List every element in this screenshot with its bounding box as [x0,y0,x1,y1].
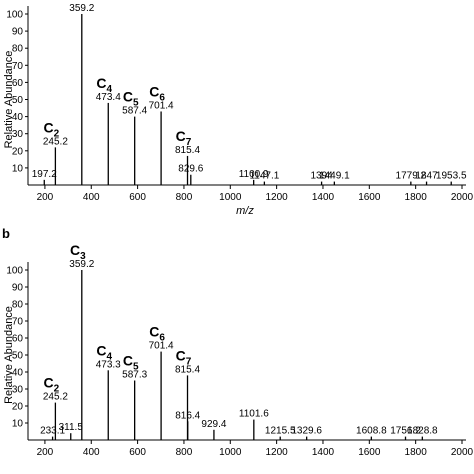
x-tick-label: 2000 [451,192,474,203]
peak-label: 245.2 [43,392,68,403]
ion-label: C3 [70,242,86,262]
y-tick-label: 60 [12,78,24,89]
x-tick-label: 800 [176,447,193,458]
y-tick-label: 60 [12,334,24,345]
x-tick-label: 1400 [312,192,335,203]
x-tick-label: 600 [129,447,146,458]
x-tick-label: 800 [176,192,193,203]
peak-label: 1779.2 [396,171,427,182]
y-axis-label: Relative Abundance [3,306,15,404]
peak-label: 1100.9 [239,169,269,180]
x-tick-label: 2000 [451,447,474,458]
y-tick-label: 30 [12,385,24,396]
peak-label: 815.4 [175,364,200,375]
ion-label: C7 [176,128,192,148]
y-tick-label: 40 [12,112,24,123]
peak-label: 1449.1 [319,171,350,182]
ion-label: C4 [96,342,112,362]
peak-label: 359.2 [69,3,94,14]
x-tick-label: 200 [37,192,54,203]
peak-label: 233.1 [40,426,65,437]
ion-label: C5 [123,89,139,109]
peak-label: 829.6 [178,164,203,175]
peak-label: 311.5 [59,422,84,433]
x-tick-label: 1800 [405,447,428,458]
peak-label: 473.3 [96,359,121,370]
peak-label: 701.4 [149,341,174,352]
y-tick-label: 70 [12,61,24,72]
peak-label: 701.4 [149,100,174,111]
ion-label: C5 [123,353,139,373]
x-tick-label: 1200 [266,192,289,203]
y-tick-label: 80 [12,300,24,311]
y-tick-label: 40 [12,368,24,379]
peak-label: 245.2 [43,136,68,147]
x-tick-label: 400 [83,192,100,203]
y-tick-label: 100 [6,266,23,277]
x-tick-label: 1200 [266,447,289,458]
peak-label: 359.2 [69,259,94,270]
ion-label: C4 [96,75,112,95]
ion-label: C2 [44,119,60,139]
peak-label: 1828.8 [407,426,438,437]
y-tick-label: 50 [12,95,24,106]
peak-label: 1394 [310,171,333,182]
peak-label: 1847 [415,171,438,182]
y-tick-label: 10 [12,163,24,174]
ion-label: C2 [44,375,60,395]
x-tick-label: 1600 [358,192,381,203]
peak-label: 1101.6 [239,409,269,420]
peak-label: 1215.5 [265,426,296,437]
peak-label: 587.4 [122,106,147,117]
y-tick-label: 90 [12,283,24,294]
x-tick-label: 1800 [405,192,428,203]
x-tick-label: 1400 [312,447,335,458]
peak-label: 473.4 [96,92,121,103]
y-tick-label: 80 [12,44,24,55]
peak-label: 1953.5 [436,171,467,182]
peak-label: 1756.2 [390,426,421,437]
x-tick-label: 1000 [219,192,242,203]
peak-label: 815.4 [175,145,200,156]
peak-label: 197.2 [32,169,57,180]
y-tick-label: 30 [12,129,24,140]
peak-label: 587.3 [122,370,147,381]
peak-label: 1608.8 [356,426,387,437]
x-tick-label: 600 [129,192,146,203]
x-tick-label: 400 [83,447,100,458]
x-axis-label: m/z [236,205,254,217]
ion-label: C6 [149,83,165,103]
ion-label: C6 [149,324,165,344]
y-tick-label: 90 [12,27,24,38]
y-tick-label: 100 [6,10,23,21]
y-tick-label: 20 [12,402,24,413]
y-tick-label: 70 [12,317,24,328]
peak-label: 929.4 [201,419,226,430]
peak-label: 1329.6 [291,426,322,437]
peak-label: 1147.1 [249,171,279,182]
x-tick-label: 1000 [219,447,242,458]
y-tick-label: 20 [12,146,24,157]
panel-label: b [2,226,10,241]
x-tick-label: 200 [37,447,54,458]
peak-label: 816.4 [175,410,200,421]
y-tick-label: 10 [12,419,24,430]
ion-label: C7 [176,347,192,367]
x-tick-label: 1600 [358,447,381,458]
y-axis-label: Relative Abundance [3,51,15,149]
y-tick-label: 50 [12,351,24,362]
